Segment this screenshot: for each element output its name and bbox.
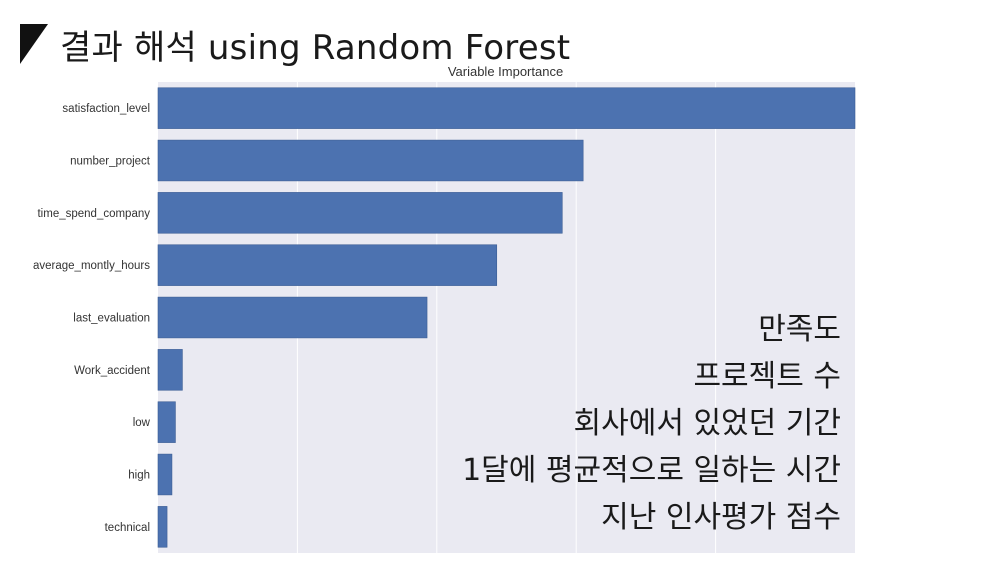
category-label: number_project — [70, 156, 151, 168]
bar-high — [157, 453, 173, 496]
bar-number-project — [157, 139, 584, 182]
bar-time-spend-company — [157, 192, 563, 234]
category-label: time_spend_company — [37, 208, 150, 220]
annotation-line: 프로젝트 수 — [693, 359, 841, 394]
annotation-line: 1달에 평균적으로 일하는 시간 — [462, 453, 841, 488]
slide-title: 결과 해석 using Random Forest — [60, 27, 571, 68]
slide-header: 결과 해석 using Random Forest — [20, 22, 571, 68]
category-label: Work_accident — [74, 365, 151, 377]
bar-average-montly-hours — [157, 244, 498, 286]
category-label: average_montly_hours — [33, 260, 150, 272]
category-label: high — [128, 470, 150, 482]
category-label: last_evaluation — [73, 313, 150, 325]
category-label: satisfaction_level — [62, 103, 150, 115]
bar-work-accident — [157, 349, 183, 391]
korean-feature-annotations: 만족도 프로젝트 수 회사에서 있었던 기간 1달에 평균적으로 일하는 시간 … — [462, 306, 841, 541]
bar-last-evaluation — [157, 296, 428, 339]
bar-technical — [157, 506, 168, 548]
category-labels: satisfaction_level number_project time_spe… — [33, 103, 151, 534]
bar-satisfaction-level — [157, 87, 856, 129]
category-label: technical — [105, 522, 150, 534]
title-triangle-icon — [20, 24, 48, 64]
bars — [157, 87, 856, 548]
chart-title: Variable Importance — [447, 64, 564, 79]
bar-low — [157, 401, 176, 443]
category-label: low — [133, 417, 151, 429]
annotation-line: 지난 인사평가 점수 — [601, 500, 841, 535]
annotation-line: 회사에서 있었던 기간 — [573, 406, 841, 441]
annotation-line: 만족도 — [758, 312, 841, 347]
